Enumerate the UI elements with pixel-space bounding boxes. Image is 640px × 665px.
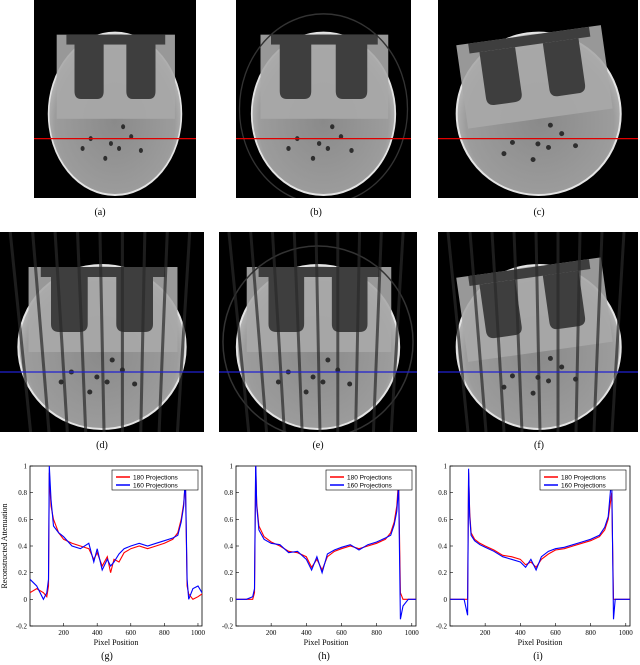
reconstruction-panel-e xyxy=(219,232,417,432)
y-tick-label: 0.2 xyxy=(438,569,447,577)
caption-a: (a) xyxy=(94,207,106,218)
x-tick-label: 600 xyxy=(550,629,561,637)
x-axis-label: Pixel Position xyxy=(304,638,349,647)
legend-label: 160 Projections xyxy=(561,483,607,490)
caption-c: (c) xyxy=(533,207,545,218)
caption-d: (d) xyxy=(96,440,108,451)
line-chart-1: 200 400 600 800 1000 -0.2 0 0.2 0.4 0.6 0.8 1 Pixel … xyxy=(222,463,420,648)
legend-label: 180 Projections xyxy=(347,475,393,482)
y-tick-label: 0 xyxy=(444,596,448,604)
y-tick-label: 0.2 xyxy=(18,569,27,577)
x-tick-label: 200 xyxy=(480,629,491,637)
line-chart-0: 200 400 600 800 1000 -0.2 0 0.2 0.4 0.6 0.8 1 Pixel … xyxy=(0,463,206,648)
y-tick-label: 0.6 xyxy=(18,516,27,524)
y-tick-label: -0.2 xyxy=(222,623,234,631)
reconstruction-panel-f xyxy=(438,232,638,432)
x-tick-label: 400 xyxy=(301,629,312,637)
x-tick-label: 1000 xyxy=(191,629,206,637)
y-tick-label: -0.2 xyxy=(436,623,448,631)
ct-image-c xyxy=(438,25,638,196)
reconstruction-panel-a xyxy=(34,0,196,198)
caption-b: (b) xyxy=(310,207,322,218)
ct-image-b xyxy=(236,13,411,198)
x-axis-label: Pixel Position xyxy=(518,638,563,647)
y-axis-label: Reconstructed Attenuation xyxy=(0,503,9,588)
x-tick-label: 800 xyxy=(371,629,382,637)
plot-frame xyxy=(235,465,417,627)
x-tick-label: 200 xyxy=(58,629,69,637)
y-tick-label: 0.4 xyxy=(18,543,27,551)
x-tick-label: 800 xyxy=(585,629,596,637)
profile-plot-h: 200 400 600 800 1000 -0.2 0 0.2 0.4 0.6 0.8 1 Pixel … xyxy=(214,458,424,648)
y-tick-label: 0.2 xyxy=(224,569,233,577)
ct-image-e xyxy=(219,232,417,432)
y-tick-label: 1 xyxy=(444,463,448,471)
x-tick-label: 1000 xyxy=(405,629,420,637)
y-tick-label: 0 xyxy=(24,596,28,604)
ct-image-a xyxy=(34,31,196,197)
y-tick-label: 0.8 xyxy=(438,489,447,497)
reconstruction-panel-c xyxy=(438,0,638,198)
legend-label: 160 Projections xyxy=(347,483,393,490)
ct-image-f xyxy=(438,232,638,432)
caption-f: (f) xyxy=(534,440,544,451)
legend-label: 180 Projections xyxy=(133,475,179,482)
plot-frame xyxy=(449,465,631,627)
y-tick-label: 0.4 xyxy=(438,543,447,551)
caption-i: (i) xyxy=(533,651,543,662)
y-tick-label: 1 xyxy=(24,463,28,471)
caption-g: (g) xyxy=(101,651,113,662)
y-tick-label: -0.2 xyxy=(16,623,28,631)
series-line-160 xyxy=(30,466,202,601)
caption-h: (h) xyxy=(318,651,330,662)
x-tick-label: 600 xyxy=(336,629,347,637)
caption-e: (e) xyxy=(312,440,324,451)
y-tick-label: 0.6 xyxy=(224,516,233,524)
x-tick-label: 600 xyxy=(126,629,137,637)
ct-image-d xyxy=(0,232,204,432)
reconstruction-panel-d xyxy=(0,232,204,432)
plot-frame xyxy=(29,465,203,627)
series-line-160 xyxy=(450,468,630,620)
line-chart-2: 200 400 600 800 1000 -0.2 0 0.2 0.4 0.6 0.8 1 Pixel … xyxy=(436,463,634,648)
x-tick-label: 400 xyxy=(92,629,103,637)
y-tick-label: 0.8 xyxy=(224,489,233,497)
reconstruction-panel-b xyxy=(236,0,411,198)
profile-plot-g: 200 400 600 800 1000 -0.2 0 0.2 0.4 0.6 0.8 1 Pixel … xyxy=(0,458,210,648)
y-tick-label: 0.6 xyxy=(438,516,447,524)
legend-label: 180 Projections xyxy=(561,475,607,482)
series-line-160 xyxy=(236,466,416,620)
x-tick-label: 800 xyxy=(159,629,170,637)
profile-plot-i: 200 400 600 800 1000 -0.2 0 0.2 0.4 0.6 0.8 1 Pixel … xyxy=(428,458,638,648)
x-tick-label: 1000 xyxy=(619,629,634,637)
x-tick-label: 400 xyxy=(515,629,526,637)
y-tick-label: 0 xyxy=(230,596,234,604)
y-tick-label: 0.8 xyxy=(18,489,27,497)
x-tick-label: 200 xyxy=(266,629,277,637)
y-tick-label: 1 xyxy=(230,463,234,471)
x-axis-label: Pixel Position xyxy=(94,638,139,647)
legend-label: 160 Projections xyxy=(133,483,179,490)
y-tick-label: 0.4 xyxy=(224,543,233,551)
